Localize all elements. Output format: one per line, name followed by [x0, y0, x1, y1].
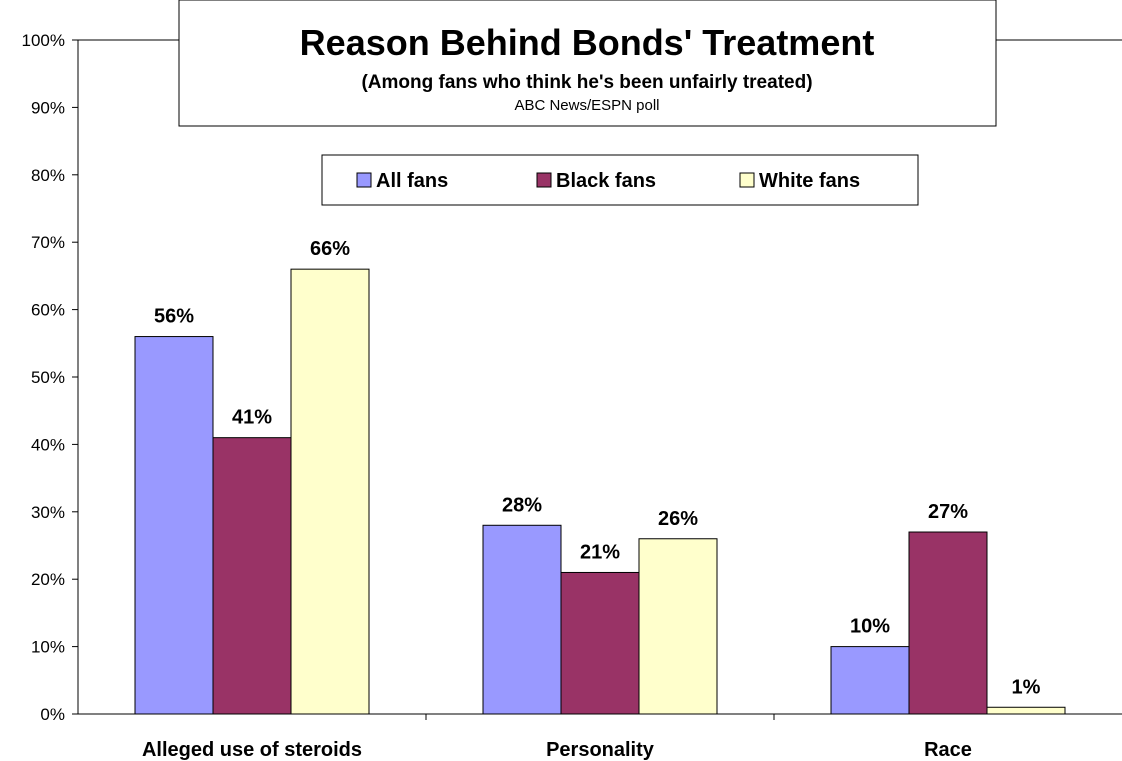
bar-white-fans: [638, 538, 718, 715]
y-tick-label: 60%: [31, 301, 65, 320]
x-category-label: Race: [924, 739, 972, 761]
bar-white-fans: [290, 268, 370, 715]
y-tick-label: 20%: [31, 570, 65, 589]
legend-swatch: [536, 172, 552, 188]
chart-subtitle: (Among fans who think he's been unfairly…: [361, 72, 812, 93]
data-labels: 56% 41% 66% 28% 21% 26% 10% 27% 1%: [154, 238, 1041, 698]
legend-label: All fans: [376, 170, 448, 192]
chart-source: ABC News/ESPN poll: [514, 97, 659, 114]
data-label: 26%: [658, 508, 698, 530]
y-tick-label: 10%: [31, 638, 65, 657]
bar-black-fans: [908, 531, 988, 715]
y-tick-label: 50%: [31, 368, 65, 387]
y-tick-label: 70%: [31, 233, 65, 252]
bar-all-fans: [830, 646, 910, 715]
legend-swatch: [356, 172, 372, 188]
y-tick-label: 100%: [22, 31, 65, 50]
data-label: 56%: [154, 306, 194, 328]
data-label: 27%: [928, 501, 968, 523]
chart-title: Reason Behind Bonds' Treatment: [300, 22, 875, 63]
legend: All fans Black fans White fans: [321, 154, 919, 206]
x-category-label: Personality: [546, 739, 655, 761]
bar-black-fans: [212, 437, 292, 715]
x-axis-ticks: [425, 714, 775, 720]
y-tick-label: 30%: [31, 503, 65, 522]
bars: [134, 268, 1066, 715]
data-label: 66%: [310, 238, 350, 260]
y-tick-label: 80%: [31, 166, 65, 185]
bar-white-fans: [986, 706, 1066, 715]
y-tick-label: 0%: [40, 705, 65, 724]
data-label: 21%: [580, 541, 620, 563]
bar-black-fans: [560, 571, 640, 715]
y-axis-ticks: 0% 10% 20% 30% 40% 50% 60% 70% 80% 90% 100%: [22, 31, 78, 724]
bar-all-fans: [482, 524, 562, 715]
data-label: 10%: [850, 616, 890, 638]
x-category-label: Alleged use of steroids: [142, 739, 362, 761]
legend-label: White fans: [759, 170, 860, 192]
y-tick-label: 90%: [31, 98, 65, 117]
legend-label: Black fans: [556, 170, 656, 192]
y-tick-label: 40%: [31, 435, 65, 454]
bar-all-fans: [134, 336, 214, 715]
data-label: 41%: [232, 407, 272, 429]
data-label: 1%: [1012, 676, 1041, 698]
data-label: 28%: [502, 494, 542, 516]
title-box: Reason Behind Bonds' Treatment (Among fa…: [178, 0, 997, 127]
legend-swatch: [739, 172, 755, 188]
x-axis-labels: Alleged use of steroids Personality Race: [142, 739, 972, 761]
